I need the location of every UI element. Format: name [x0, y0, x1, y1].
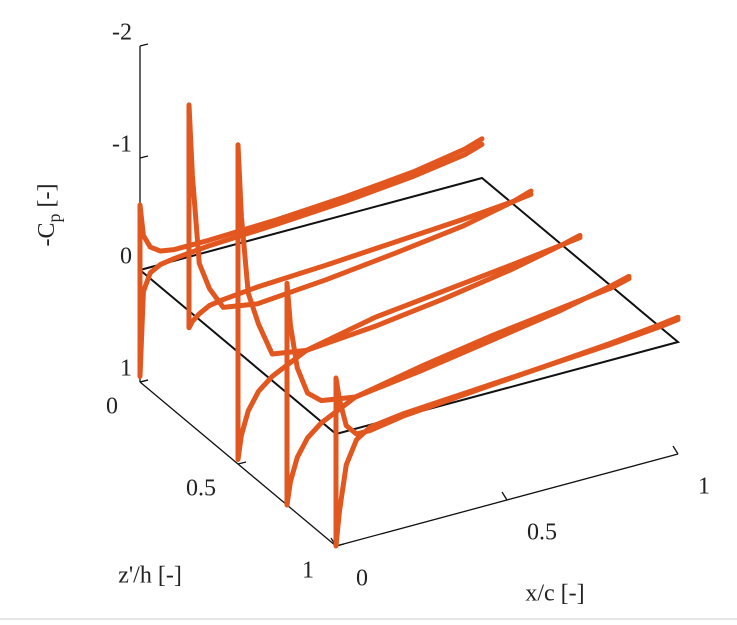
z-tick-label: -2 — [112, 20, 132, 46]
upper-surface-line — [333, 314, 681, 437]
y-tick-label: 0.5 — [186, 476, 216, 502]
x-tick — [672, 445, 679, 455]
z-label-sub: p — [44, 213, 64, 222]
y-tick-label: 1 — [302, 558, 314, 584]
y-tick-label: 0 — [106, 394, 118, 420]
upper-surface-line — [186, 102, 534, 310]
x-tick — [501, 491, 508, 501]
z-tick-label: 0 — [120, 244, 132, 270]
upper-surface-line — [137, 136, 485, 254]
upper-surface-line — [235, 142, 583, 357]
y-axis-label: z'/h [-] — [118, 563, 182, 589]
z-tick — [139, 155, 149, 159]
x-axis-label: x/c [-] — [525, 581, 584, 607]
x-tick-label: 0.5 — [527, 520, 557, 546]
y-tick — [237, 461, 247, 465]
z-tick-label: -1 — [112, 132, 132, 158]
lower-surface-line — [186, 191, 534, 331]
lower-surface-line — [333, 317, 681, 549]
x-tick-label: 1 — [698, 474, 710, 500]
y-tick — [139, 379, 149, 383]
lower-surface-line — [137, 141, 485, 379]
z-tick-label: 1 — [120, 356, 132, 382]
upper-surface-line — [284, 273, 632, 404]
z-label-main: -C — [34, 222, 60, 246]
x-tick-label: 0 — [356, 566, 368, 592]
z-label-unit: [-] — [34, 184, 60, 214]
z-tick — [139, 43, 149, 47]
z-axis-label: -Cp [-] — [34, 184, 65, 247]
